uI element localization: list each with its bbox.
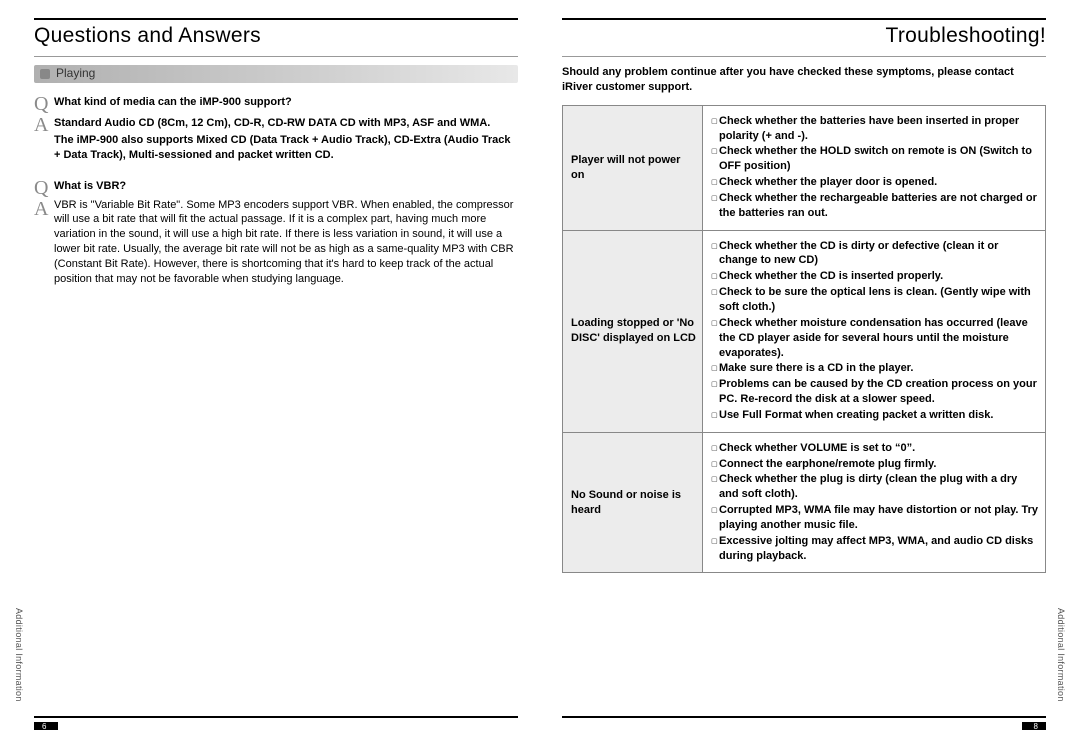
solution-cell: ▢Check whether the batteries have been i… [703, 105, 1046, 230]
a-row: A VBR is "Variable Bit Rate". Some MP3 e… [34, 198, 518, 287]
q-letter: Q [34, 177, 54, 198]
solution-cell: ▢Check whether VOLUME is set to “0”.▢Con… [703, 432, 1046, 573]
bullet-icon: ▢ [711, 361, 719, 373]
symptom-cell: Loading stopped or 'No DISC' displayed o… [563, 230, 703, 432]
side-label: Additional Information [14, 608, 24, 702]
bullet-icon: ▢ [711, 316, 719, 328]
page-title-right: Troubleshooting! [886, 24, 1046, 48]
bullet-icon: ▢ [711, 377, 719, 389]
table-row: Player will not power on▢Check whether t… [563, 105, 1046, 230]
bullet-icon: ▢ [711, 441, 719, 453]
solution-item: ▢Problems can be caused by the CD creati… [711, 377, 1039, 407]
solution-text: Make sure there is a CD in the player. [719, 361, 913, 376]
q-letter: Q [34, 93, 54, 114]
a-row: A Standard Audio CD (8Cm, 12 Cm), CD-R, … [34, 114, 518, 163]
solution-text: Excessive jolting may affect MP3, WMA, a… [719, 534, 1039, 564]
solution-item: ▢Check whether the plug is dirty (clean … [711, 472, 1039, 502]
left-page: Questions and Answers Playing Q What kin… [0, 0, 540, 748]
header-row: Questions and Answers [34, 24, 518, 54]
bullet-icon: ▢ [711, 472, 719, 484]
solution-text: Check whether the rechargeable batteries… [719, 191, 1039, 221]
solution-text: Use Full Format when creating packet a w… [719, 408, 993, 423]
solution-item: ▢Corrupted MP3, WMA file may have distor… [711, 503, 1039, 533]
page-title-left: Questions and Answers [34, 24, 261, 48]
footer-rule [34, 716, 518, 718]
solution-text: Check to be sure the optical lens is cle… [719, 285, 1039, 315]
solution-item: ▢Check whether the CD is dirty or defect… [711, 239, 1039, 269]
qa-block: Q What is VBR? A VBR is "Variable Bit Ra… [34, 177, 518, 287]
solution-item: ▢Check whether the rechargeable batterie… [711, 191, 1039, 221]
bullet-icon: ▢ [711, 285, 719, 297]
solution-item: ▢Use Full Format when creating packet a … [711, 408, 1039, 423]
solution-text: Corrupted MP3, WMA file may have distort… [719, 503, 1039, 533]
symptom-cell: No Sound or noise is heard [563, 432, 703, 573]
section-label: Playing [56, 66, 95, 80]
solution-text: Check whether the CD is dirty or defecti… [719, 239, 1039, 269]
bullet-icon: ▢ [711, 175, 719, 187]
right-page: Troubleshooting! Should any problem cont… [540, 0, 1080, 748]
table-row: No Sound or noise is heard▢Check whether… [563, 432, 1046, 573]
a-text: VBR is "Variable Bit Rate". Some MP3 enc… [54, 198, 518, 287]
under-rule [34, 56, 518, 57]
solution-text: Check whether the plug is dirty (clean t… [719, 472, 1039, 502]
solution-text: Check whether the HOLD switch on remote … [719, 144, 1039, 174]
q-text: What kind of media can the iMP-900 suppo… [54, 93, 292, 108]
solution-item: ▢Check whether moisture condensation has… [711, 316, 1039, 361]
troubleshooting-table: Player will not power on▢Check whether t… [562, 105, 1046, 574]
solution-item: ▢Check whether the CD is inserted proper… [711, 269, 1039, 284]
a-text: Standard Audio CD (8Cm, 12 Cm), CD-R, CD… [54, 114, 518, 131]
header-row: Troubleshooting! [562, 24, 1046, 54]
q-row: Q What kind of media can the iMP-900 sup… [34, 93, 518, 114]
a-letter: A [34, 114, 54, 135]
section-bar: Playing [34, 65, 518, 83]
page-number: 8 [1034, 722, 1038, 731]
intro-text: Should any problem continue after you ha… [562, 65, 1046, 95]
q-row: Q What is VBR? [34, 177, 518, 198]
bullet-icon: ▢ [711, 114, 719, 126]
page-number: 6 [42, 722, 46, 731]
bullet-icon: ▢ [711, 269, 719, 281]
manual-spread: Questions and Answers Playing Q What kin… [0, 0, 1080, 748]
solution-text: Problems can be caused by the CD creatio… [719, 377, 1039, 407]
table-row: Loading stopped or 'No DISC' displayed o… [563, 230, 1046, 432]
top-rule [562, 18, 1046, 20]
solution-text: Check whether the player door is opened. [719, 175, 937, 190]
bullet-icon: ▢ [711, 408, 719, 420]
solution-item: ▢Make sure there is a CD in the player. [711, 361, 1039, 376]
solution-item: ▢Excessive jolting may affect MP3, WMA, … [711, 534, 1039, 564]
solution-cell: ▢Check whether the CD is dirty or defect… [703, 230, 1046, 432]
qa-block: Q What kind of media can the iMP-900 sup… [34, 93, 518, 163]
solution-text: Connect the earphone/remote plug firmly. [719, 457, 936, 472]
top-rule [34, 18, 518, 20]
solution-text: Check whether the CD is inserted properl… [719, 269, 943, 284]
under-rule [562, 56, 1046, 57]
solution-text: Check whether the batteries have been in… [719, 114, 1039, 144]
q-text: What is VBR? [54, 177, 126, 192]
bullet-icon: ▢ [711, 503, 719, 515]
a-text: The iMP-900 also supports Mixed CD (Data… [54, 131, 518, 163]
a-letter: A [34, 198, 54, 219]
solution-item: ▢Check to be sure the optical lens is cl… [711, 285, 1039, 315]
bullet-icon: ▢ [711, 144, 719, 156]
solution-item: ▢Check whether VOLUME is set to “0”. [711, 441, 1039, 456]
section-dot-icon [40, 69, 50, 79]
footer-rule [562, 716, 1046, 718]
solution-item: ▢Check whether the player door is opened… [711, 175, 1039, 190]
solution-item: ▢Connect the earphone/remote plug firmly… [711, 457, 1039, 472]
solution-text: Check whether moisture condensation has … [719, 316, 1039, 361]
side-label: Additional Information [1056, 608, 1066, 702]
symptom-cell: Player will not power on [563, 105, 703, 230]
bullet-icon: ▢ [711, 534, 719, 546]
solution-text: Check whether VOLUME is set to “0”. [719, 441, 915, 456]
solution-item: ▢Check whether the HOLD switch on remote… [711, 144, 1039, 174]
bullet-icon: ▢ [711, 191, 719, 203]
bullet-icon: ▢ [711, 239, 719, 251]
solution-item: ▢Check whether the batteries have been i… [711, 114, 1039, 144]
bullet-icon: ▢ [711, 457, 719, 469]
